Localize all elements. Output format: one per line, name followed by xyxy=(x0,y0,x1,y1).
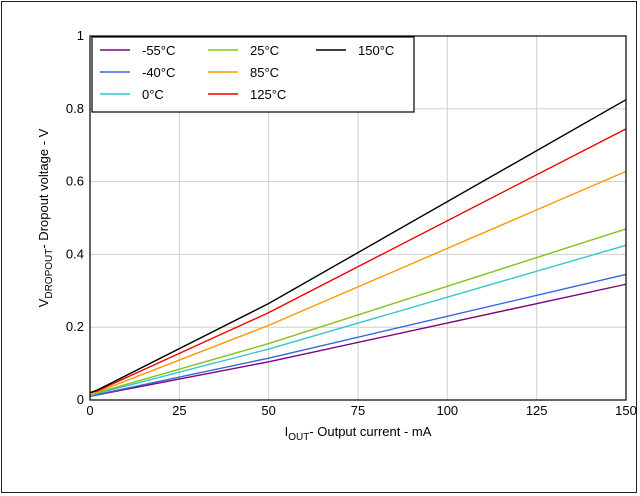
x-axis-label-main: I xyxy=(285,424,289,439)
series-lines xyxy=(89,99,627,398)
x-tick-label: 75 xyxy=(351,403,365,418)
legend-label: -40°C xyxy=(142,65,175,80)
x-tick-label: 100 xyxy=(436,403,458,418)
y-tick-label: 0.6 xyxy=(66,174,84,189)
y-axis-label-main: V xyxy=(36,298,51,307)
series-line xyxy=(89,273,627,398)
y-tick-label: 0.2 xyxy=(66,319,84,334)
x-axis-label: IOUT- Output current - mA xyxy=(285,424,432,443)
y-tick-label: 0 xyxy=(77,392,84,407)
legend-label: -55°C xyxy=(142,43,175,58)
legend-label: 85°C xyxy=(250,65,279,80)
legend: -55°C -40°C 0°C 25°C 85°C 125°C 150°C xyxy=(91,36,415,113)
legend-label: 125°C xyxy=(250,87,286,102)
x-tick-label: 125 xyxy=(526,403,548,418)
y-axis-label-sub: DROPOUT xyxy=(44,249,55,299)
x-tick-label: 25 xyxy=(172,403,186,418)
y-axis-label-rest: - Dropout voltage - V xyxy=(36,128,51,248)
legend-box xyxy=(91,36,415,113)
y-tick-label: 1 xyxy=(77,28,84,43)
series-line xyxy=(89,99,627,394)
x-tick-label: 150 xyxy=(615,403,637,418)
legend-label: 25°C xyxy=(250,43,279,58)
x-axis-label-sub: OUT xyxy=(288,432,309,443)
series-line xyxy=(89,244,627,397)
x-tick-label: 0 xyxy=(86,403,93,418)
x-tick-label: 50 xyxy=(261,403,275,418)
y-tick-label: 0.8 xyxy=(66,101,84,116)
series-line xyxy=(89,170,627,396)
tick-labels: 0 25 50 75 100 125 150 0 0.2 0.4 0.6 0.8 1 xyxy=(66,28,637,418)
plot-area-border xyxy=(89,35,627,401)
legend-label: 0°C xyxy=(142,87,164,102)
legend-label: 150°C xyxy=(358,43,394,58)
x-axis-label-rest: - Output current - mA xyxy=(309,424,431,439)
y-tick-label: 0.4 xyxy=(66,246,84,261)
y-axis-label: VDROPOUT- Dropout voltage - V xyxy=(36,128,55,307)
